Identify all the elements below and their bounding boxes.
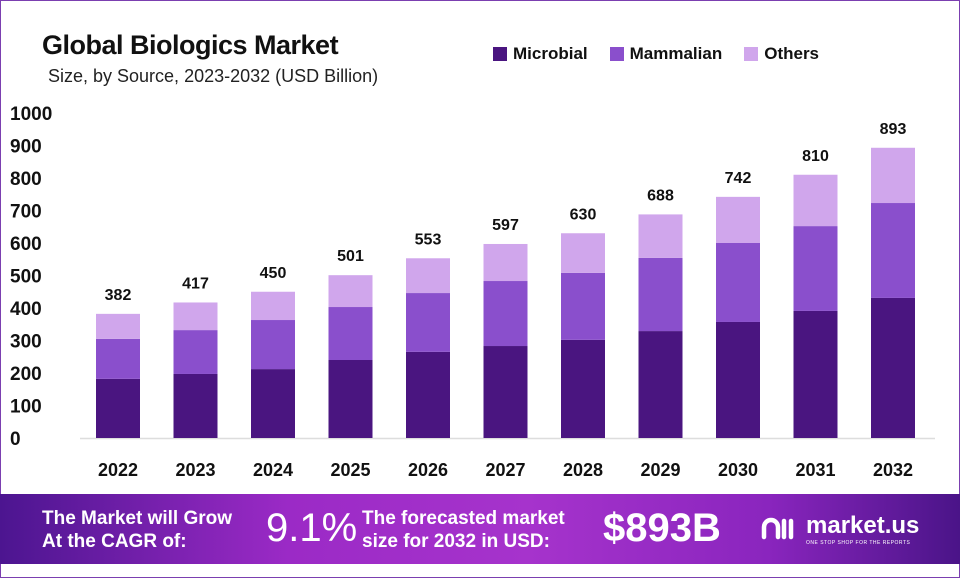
y-tick-label: 600 — [10, 234, 42, 255]
total-label: 688 — [647, 187, 674, 204]
total-label: 382 — [105, 287, 132, 304]
bar-microbial-2024 — [251, 369, 295, 438]
x-tick-label: 2029 — [640, 460, 680, 480]
bar-mammalian-2031 — [793, 226, 838, 311]
bar-mammalian-2026 — [406, 293, 450, 352]
legend-item-microbial: Microbial — [493, 44, 588, 64]
y-tick-label: 100 — [10, 397, 42, 418]
bar-microbial-2030 — [716, 321, 760, 438]
y-tick-label: 1000 — [10, 104, 52, 125]
market-us-logo: market.us ONE STOP SHOP FOR THE REPORTS — [760, 512, 919, 546]
x-tick-label: 2030 — [718, 460, 758, 480]
x-tick-label: 2025 — [330, 460, 370, 480]
y-tick-label: 400 — [10, 299, 42, 320]
bar-microbial-2022 — [96, 378, 140, 438]
bar-mammalian-2022 — [96, 338, 140, 379]
x-tick-label: 2023 — [175, 460, 215, 480]
legend-item-mammalian: Mammalian — [609, 44, 723, 64]
forecast-label: The forecasted market size for 2032 in U… — [362, 508, 565, 552]
x-tick-label: 2031 — [795, 460, 835, 480]
bar-microbial-2032 — [871, 297, 915, 438]
legend-label: Others — [764, 44, 820, 63]
y-tick-label: 200 — [10, 364, 42, 385]
summary-banner: The Market will Grow At the CAGR of: 9.1… — [0, 494, 960, 564]
bar-microbial-2023 — [173, 373, 218, 438]
total-label: 450 — [260, 265, 287, 282]
bar-others-2026 — [406, 258, 450, 294]
bar-microbial-2028 — [561, 339, 605, 438]
total-label: 553 — [415, 231, 442, 248]
legend-item-others: Others — [744, 44, 819, 64]
cagr-label: The Market will Grow At the CAGR of: — [42, 508, 233, 552]
bar-mammalian-2032 — [871, 203, 915, 298]
y-tick-label: 700 — [10, 202, 42, 223]
bar-mammalian-2025 — [328, 307, 373, 360]
legend-swatch — [744, 47, 759, 61]
logo-name: market.us — [806, 512, 920, 539]
total-label: 597 — [492, 217, 519, 234]
bar-microbial-2031 — [793, 310, 838, 438]
bar-mammalian-2029 — [638, 257, 683, 332]
bar-others-2031 — [793, 174, 838, 227]
x-tick-label: 2022 — [98, 460, 138, 480]
bar-mammalian-2028 — [561, 272, 605, 340]
total-label: 501 — [337, 248, 364, 265]
bar-microbial-2025 — [328, 360, 373, 438]
total-label: 893 — [880, 121, 907, 138]
bar-others-2024 — [251, 291, 295, 321]
legend-swatch — [609, 47, 624, 61]
x-tick-label: 2024 — [253, 460, 293, 480]
bar-microbial-2029 — [638, 331, 683, 438]
y-tick-label: 800 — [10, 169, 42, 190]
bar-others-2025 — [328, 275, 373, 308]
x-tick-label: 2026 — [408, 460, 448, 480]
logo-icon — [761, 517, 794, 540]
chart-subtitle: Size, by Source, 2023-2032 (USD Billion) — [48, 66, 379, 86]
y-tick-label: 0 — [10, 429, 21, 450]
bar-microbial-2027 — [483, 346, 528, 438]
total-label: 630 — [570, 206, 597, 223]
bar-mammalian-2027 — [483, 281, 528, 347]
total-label: 810 — [802, 148, 829, 165]
bar-mammalian-2030 — [716, 243, 760, 322]
bar-others-2029 — [638, 214, 683, 258]
total-label: 417 — [182, 275, 209, 292]
bar-others-2022 — [96, 313, 140, 339]
total-label: 742 — [725, 170, 752, 187]
chart-plot: 0 100 200 300 400 500 600 700 800 900 1000 382 2022 4… — [10, 104, 935, 480]
x-tick-label: 2027 — [485, 460, 525, 480]
chart-title: Global Biologics Market — [42, 30, 339, 60]
legend-label: Microbial — [513, 44, 588, 63]
forecast-value: $893B — [603, 506, 721, 550]
y-tick-label: 900 — [10, 137, 42, 158]
bar-others-2027 — [483, 243, 528, 282]
bar-microbial-2026 — [406, 351, 450, 438]
x-tick-label: 2032 — [873, 460, 913, 480]
bar-others-2028 — [561, 233, 605, 273]
legend-swatch — [493, 47, 507, 61]
y-tick-label: 300 — [10, 332, 42, 353]
cagr-value: 9.1% — [266, 506, 358, 550]
bar-mammalian-2024 — [251, 320, 295, 370]
logo-tagline: ONE STOP SHOP FOR THE REPORTS — [806, 540, 911, 546]
legend-label: Mammalian — [629, 44, 723, 63]
bar-others-2030 — [716, 196, 760, 243]
y-tick-label: 500 — [10, 267, 42, 288]
bar-others-2023 — [173, 302, 218, 331]
bar-others-2032 — [871, 147, 915, 204]
legend: Microbial Mammalian Others — [493, 44, 819, 64]
bar-mammalian-2023 — [173, 330, 218, 374]
x-tick-label: 2028 — [563, 460, 603, 480]
